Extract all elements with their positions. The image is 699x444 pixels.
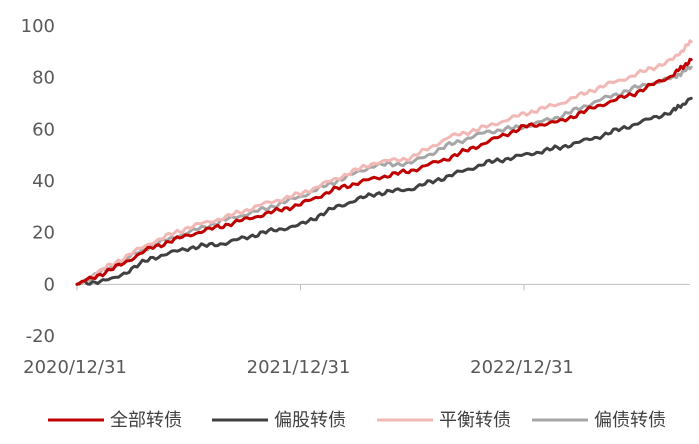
series-line	[75, 39, 693, 286]
y-tick-label: -20	[26, 326, 55, 347]
x-tick-label: 2020/12/31	[23, 357, 127, 378]
y-tick-label: 60	[32, 119, 55, 140]
x-axis: 2020/12/31 2021/12/31 2022/12/31	[23, 283, 690, 378]
legend: 全部转债 偏股转债 平衡转债 偏债转债	[48, 410, 666, 431]
y-tick-label: 100	[21, 16, 55, 37]
series-lines	[75, 39, 693, 286]
series-line	[75, 96, 693, 286]
y-tick-label: 40	[32, 171, 55, 192]
series-line	[75, 57, 693, 286]
x-tick-label: 2021/12/31	[247, 357, 351, 378]
y-tick-label: 20	[32, 223, 55, 244]
legend-label: 平衡转债	[439, 410, 511, 431]
legend-label: 偏债转债	[594, 410, 666, 431]
series-line	[75, 65, 693, 286]
y-tick-label: 80	[32, 68, 55, 89]
y-axis: -20 0 20 40 60 80 100	[21, 16, 55, 347]
x-tick-label: 2022/12/31	[470, 357, 574, 378]
y-tick-label: 0	[44, 274, 55, 295]
legend-label: 全部转债	[110, 410, 182, 431]
legend-label: 偏股转债	[274, 410, 346, 431]
